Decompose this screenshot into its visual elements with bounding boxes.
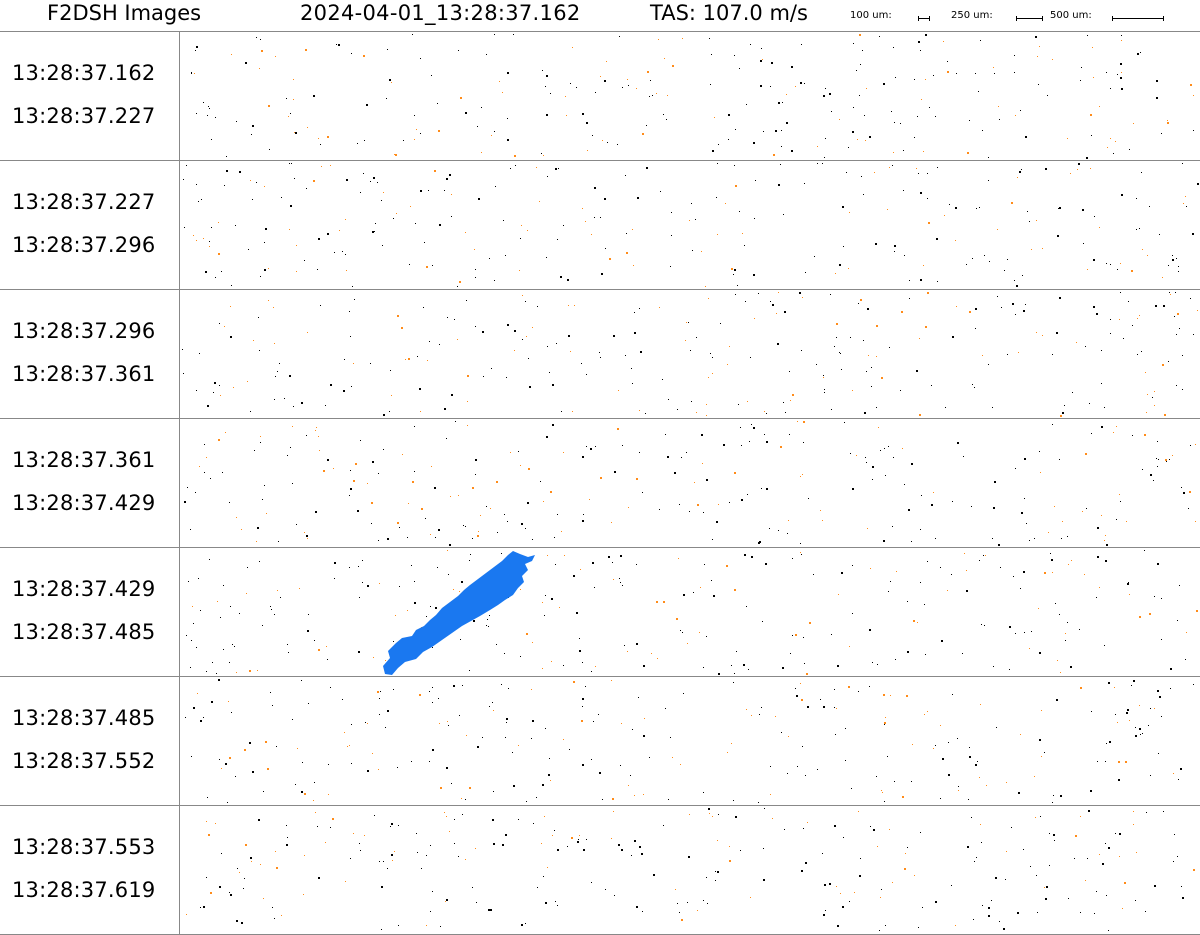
- strip-image: [180, 290, 1200, 418]
- strip-end-time: 13:28:37.485: [12, 620, 156, 644]
- image-timestamp: 2024-04-01_13:28:37.162: [300, 1, 581, 25]
- noise-speckles: [186, 550, 1198, 675]
- strip-image: [180, 32, 1200, 160]
- header-bar: F2DSH Images 2024-04-01_13:28:37.162 TAS…: [0, 0, 1200, 31]
- image-strip: 13:28:37.361 13:28:37.429: [0, 418, 1200, 547]
- strip-start-time: 13:28:37.553: [12, 835, 156, 859]
- strip-time-range: 13:28:37.162 13:28:37.227: [0, 32, 180, 160]
- strip-noise: [184, 421, 1196, 546]
- scale-bar-250um: [1016, 16, 1043, 21]
- strip-noise: [182, 292, 1198, 417]
- strip-image: [180, 677, 1200, 805]
- strip-end-time: 13:28:37.361: [12, 362, 156, 386]
- app-title: F2DSH Images: [47, 1, 202, 25]
- strip-time-range: 13:28:37.227 13:28:37.296: [0, 161, 180, 289]
- scale-label-250um: 250 um:: [951, 10, 993, 21]
- noise-speckles: [184, 421, 1196, 546]
- strip-end-time: 13:28:37.552: [12, 749, 156, 773]
- strip-start-time: 13:28:37.296: [12, 319, 156, 343]
- strip-end-time: 13:28:37.227: [12, 104, 156, 128]
- strip-time-range: 13:28:37.429 13:28:37.485: [0, 548, 180, 676]
- strip-noise: [191, 34, 1194, 159]
- strip-end-time: 13:28:37.296: [12, 233, 156, 257]
- strip-start-time: 13:28:37.429: [12, 577, 156, 601]
- strip-image: [180, 161, 1200, 289]
- image-strip: 13:28:37.162 13:28:37.227: [0, 31, 1200, 160]
- true-airspeed: TAS: 107.0 m/s: [650, 1, 808, 25]
- strip-time-range: 13:28:37.361 13:28:37.429: [0, 419, 180, 547]
- noise-speckles: [185, 679, 1194, 803]
- noise-speckles: [186, 808, 1195, 931]
- noise-speckles: [191, 34, 1194, 159]
- strip-start-time: 13:28:37.485: [12, 706, 156, 730]
- strip-start-time: 13:28:37.361: [12, 448, 156, 472]
- image-strip: 13:28:37.296 13:28:37.361: [0, 289, 1200, 418]
- image-strip: 13:28:37.227 13:28:37.296: [0, 160, 1200, 289]
- strip-noise: [186, 808, 1195, 931]
- noise-speckles: [183, 163, 1199, 287]
- strip-end-time: 13:28:37.619: [12, 878, 156, 902]
- strip-time-range: 13:28:37.485 13:28:37.552: [0, 677, 180, 805]
- strip-image: [180, 419, 1200, 547]
- strip-noise: [185, 679, 1194, 803]
- image-strips: 13:28:37.162 13:28:37.227 13:28:37.227 1…: [0, 31, 1200, 935]
- strip-time-range: 13:28:37.553 13:28:37.619: [0, 806, 180, 934]
- ice-particle-image: [186, 550, 1198, 675]
- noise-speckles: [182, 292, 1198, 417]
- image-strip: 13:28:37.485 13:28:37.552: [0, 676, 1200, 805]
- strip-start-time: 13:28:37.162: [12, 61, 156, 85]
- strip-image: [180, 806, 1200, 934]
- strip-time-range: 13:28:37.296 13:28:37.361: [0, 290, 180, 418]
- strip-image: [180, 548, 1200, 676]
- strip-noise: [183, 163, 1199, 287]
- scale-bar-500um: [1112, 16, 1164, 21]
- scale-bar-100um: [918, 16, 930, 21]
- strip-end-time: 13:28:37.429: [12, 491, 156, 515]
- image-strip: 13:28:37.553 13:28:37.619: [0, 805, 1200, 935]
- image-strip: 13:28:37.429 13:28:37.485: [0, 547, 1200, 676]
- strip-start-time: 13:28:37.227: [12, 190, 156, 214]
- ice-particle: [383, 551, 535, 675]
- scale-label-100um: 100 um:: [850, 10, 892, 21]
- scale-label-500um: 500 um:: [1050, 10, 1092, 21]
